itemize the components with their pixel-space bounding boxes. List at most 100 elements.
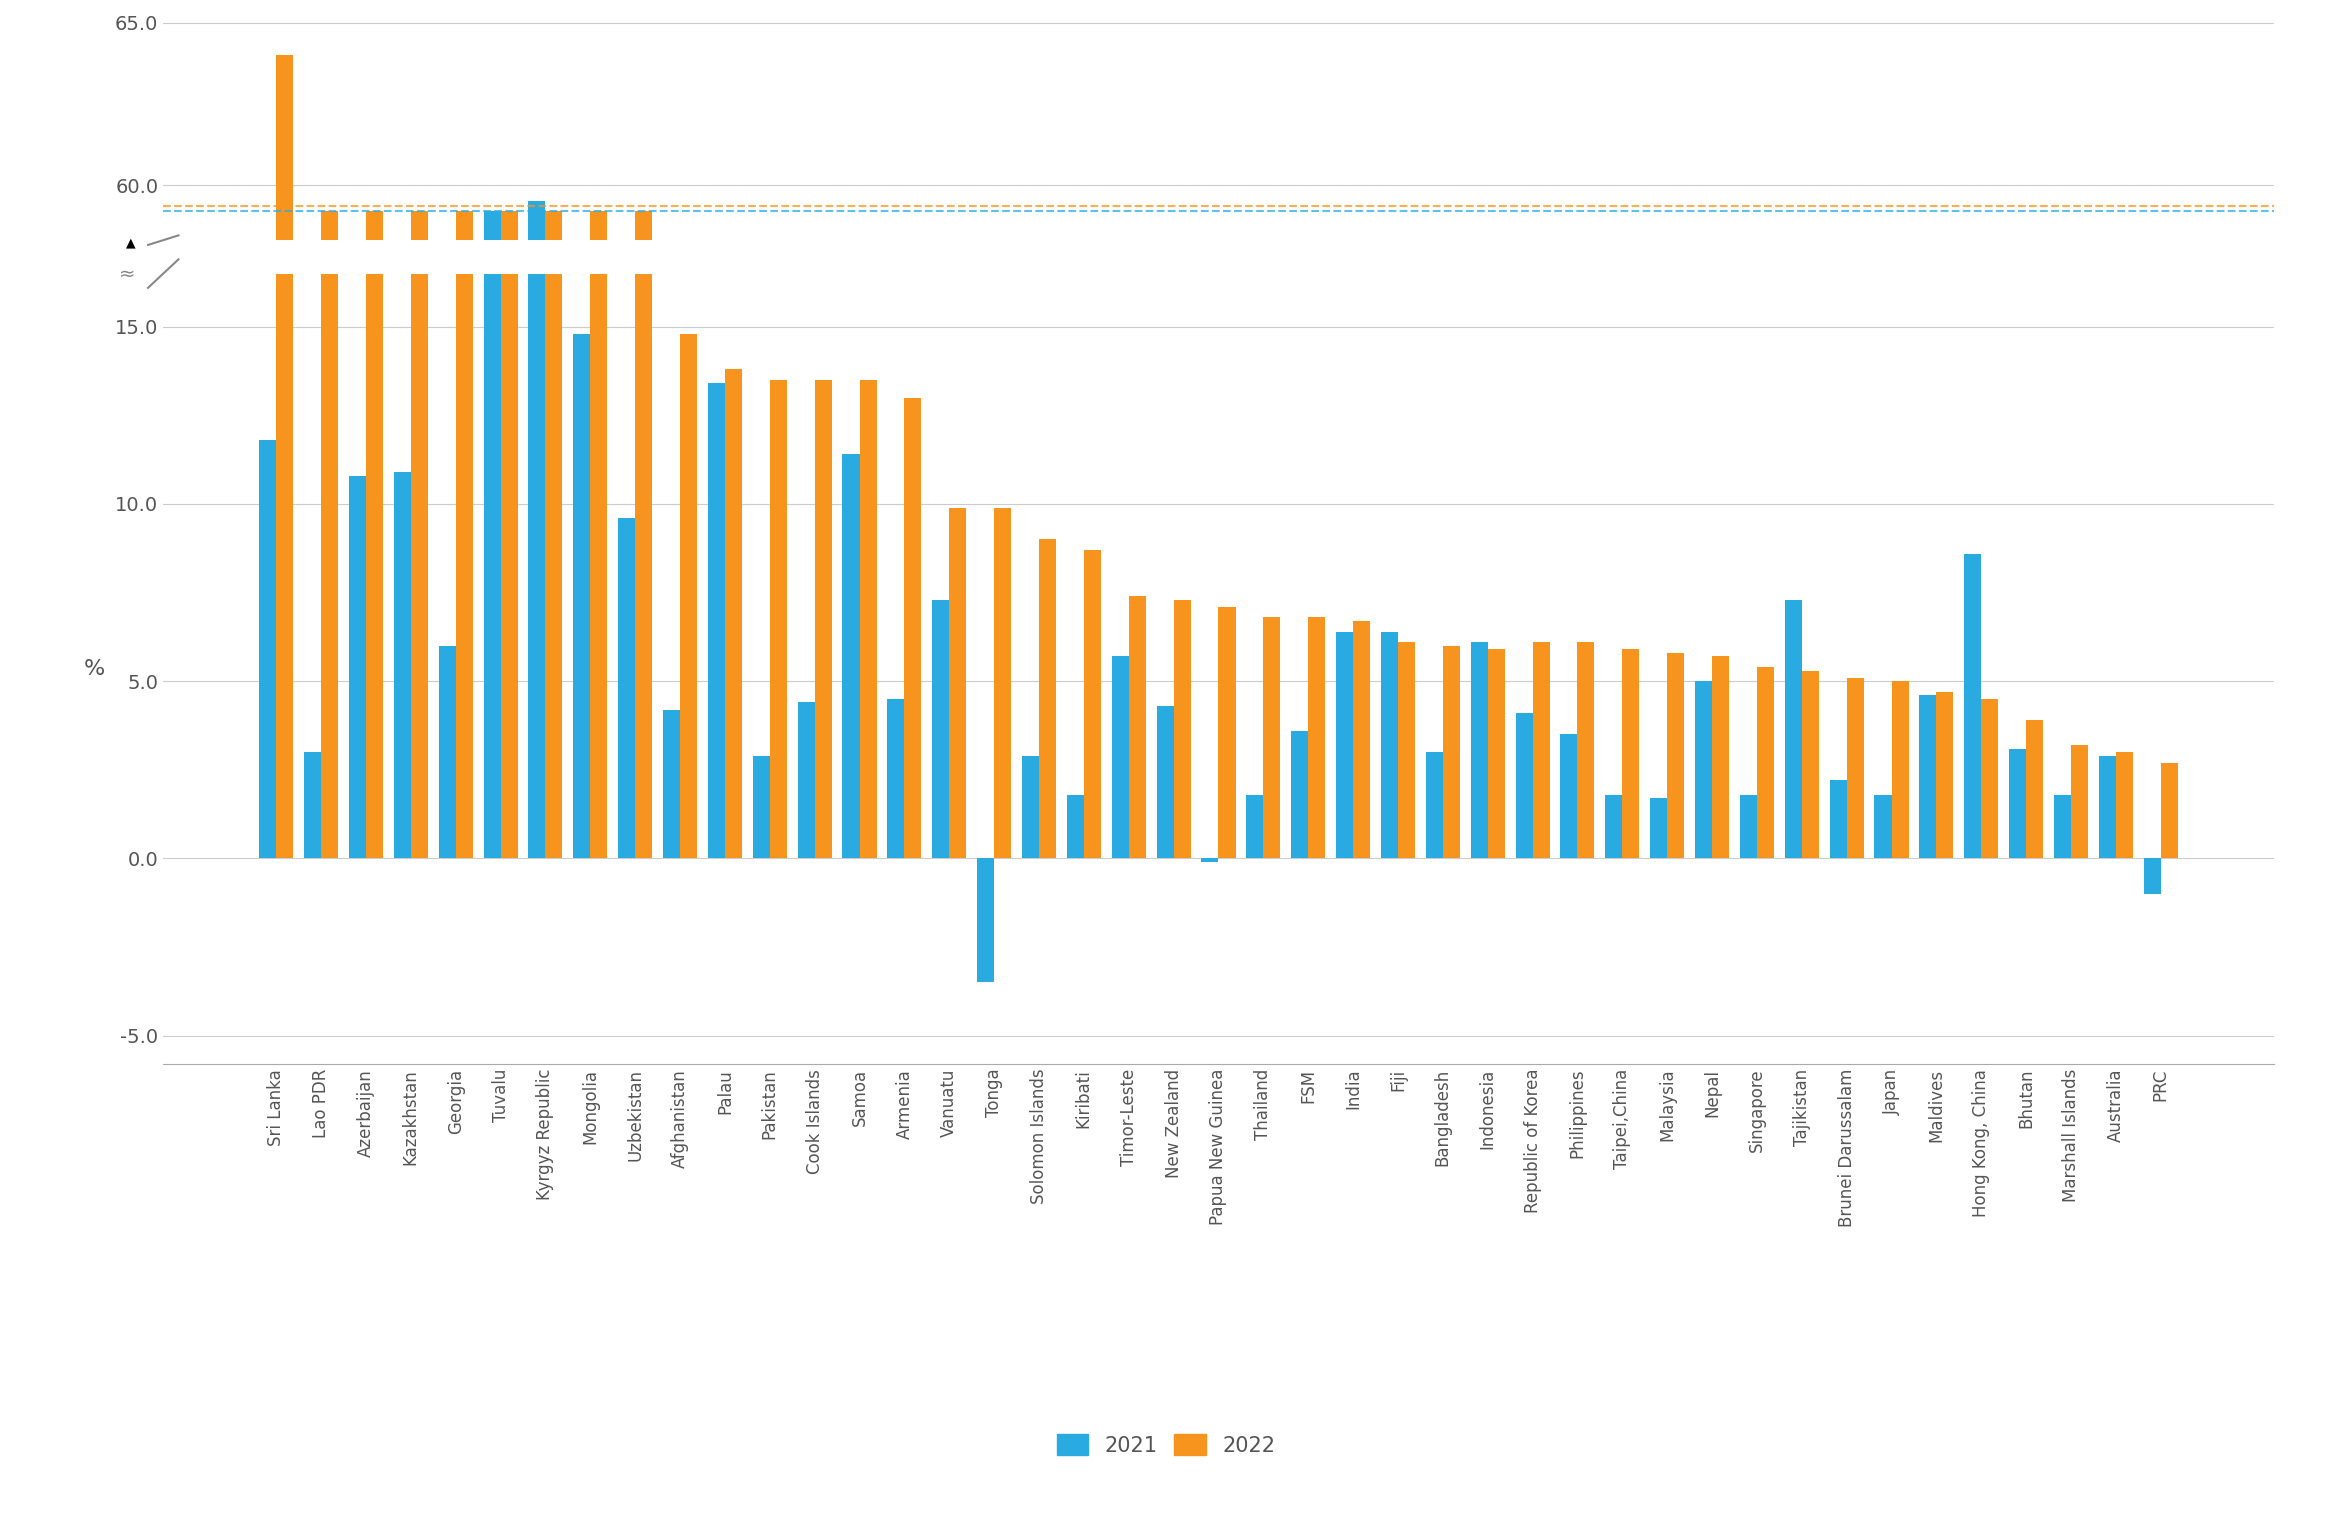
- Bar: [1112, 657, 1129, 859]
- Bar: [814, 380, 833, 859]
- Bar: [1040, 540, 1056, 859]
- Bar: [977, 859, 993, 982]
- Bar: [1444, 646, 1460, 859]
- Bar: [1488, 649, 1504, 859]
- Bar: [1623, 649, 1639, 859]
- Bar: [1308, 617, 1325, 859]
- Bar: [455, 211, 473, 1520]
- Bar: [501, 0, 518, 859]
- Bar: [1532, 643, 1548, 859]
- Bar: [546, 0, 562, 859]
- Bar: [933, 600, 949, 859]
- Bar: [709, 383, 725, 859]
- Bar: [753, 755, 770, 859]
- Bar: [842, 454, 861, 859]
- Bar: [1964, 553, 1982, 859]
- Bar: [1695, 681, 1712, 859]
- Text: ▲: ▲: [126, 236, 135, 249]
- Bar: [770, 380, 786, 859]
- Legend: 2021, 2022: 2021, 2022: [1049, 1426, 1283, 1464]
- Bar: [455, 0, 473, 859]
- Bar: [1560, 734, 1576, 859]
- Bar: [662, 710, 681, 859]
- Bar: [1847, 678, 1863, 859]
- Bar: [501, 211, 518, 1520]
- Bar: [1292, 731, 1308, 859]
- Bar: [574, 334, 590, 859]
- Bar: [1576, 643, 1595, 859]
- Bar: [259, 441, 275, 859]
- Bar: [949, 508, 965, 859]
- Text: ≈: ≈: [119, 264, 135, 283]
- Bar: [1381, 632, 1397, 859]
- Bar: [725, 369, 742, 859]
- Bar: [1891, 681, 1908, 859]
- Bar: [410, 211, 427, 1520]
- Bar: [888, 699, 905, 859]
- Bar: [1875, 795, 1891, 859]
- Bar: [2054, 795, 2071, 859]
- Bar: [798, 702, 814, 859]
- Bar: [1712, 657, 1728, 859]
- Bar: [590, 211, 606, 1520]
- Bar: [1245, 795, 1264, 859]
- Bar: [275, 55, 294, 1520]
- Bar: [483, 0, 501, 859]
- Bar: [634, 0, 653, 859]
- Bar: [1157, 705, 1173, 859]
- Bar: [2071, 745, 2087, 859]
- Bar: [1129, 596, 1145, 859]
- Bar: [1667, 654, 1684, 859]
- Bar: [618, 518, 634, 859]
- Bar: [394, 473, 410, 859]
- Bar: [322, 0, 338, 859]
- Bar: [1471, 643, 1488, 859]
- Bar: [2027, 720, 2043, 859]
- Bar: [1336, 632, 1353, 859]
- Bar: [546, 211, 562, 1520]
- Bar: [1173, 600, 1192, 859]
- Bar: [1066, 795, 1084, 859]
- Bar: [1982, 699, 1999, 859]
- Bar: [1919, 695, 1936, 859]
- Bar: [590, 0, 606, 859]
- Bar: [1201, 859, 1217, 862]
- Bar: [1217, 606, 1236, 859]
- Bar: [2115, 752, 2134, 859]
- Bar: [322, 211, 338, 1520]
- Bar: [993, 508, 1012, 859]
- Bar: [1756, 667, 1775, 859]
- Bar: [1651, 798, 1667, 859]
- Bar: [303, 752, 322, 859]
- Bar: [1264, 617, 1280, 859]
- Bar: [1516, 713, 1532, 859]
- Bar: [634, 211, 653, 1520]
- Bar: [861, 380, 877, 859]
- Bar: [1740, 795, 1756, 859]
- Bar: [366, 0, 382, 859]
- Bar: [1425, 752, 1444, 859]
- Bar: [410, 0, 427, 859]
- Bar: [366, 211, 382, 1520]
- Bar: [2162, 763, 2178, 859]
- Bar: [529, 201, 546, 1520]
- Bar: [1021, 755, 1040, 859]
- Bar: [1084, 550, 1101, 859]
- Bar: [1604, 795, 1623, 859]
- Bar: [2143, 859, 2162, 894]
- Bar: [438, 646, 455, 859]
- Bar: [483, 211, 501, 1520]
- Bar: [529, 0, 546, 859]
- Bar: [350, 476, 366, 859]
- Bar: [1803, 670, 1819, 859]
- Y-axis label: %: %: [84, 658, 105, 679]
- Bar: [2099, 755, 2115, 859]
- Bar: [1831, 780, 1847, 859]
- Bar: [905, 398, 921, 859]
- Bar: [1784, 600, 1803, 859]
- Bar: [681, 334, 697, 859]
- Bar: [1397, 643, 1416, 859]
- Bar: [1936, 692, 1954, 859]
- Bar: [275, 0, 294, 859]
- Bar: [1353, 622, 1371, 859]
